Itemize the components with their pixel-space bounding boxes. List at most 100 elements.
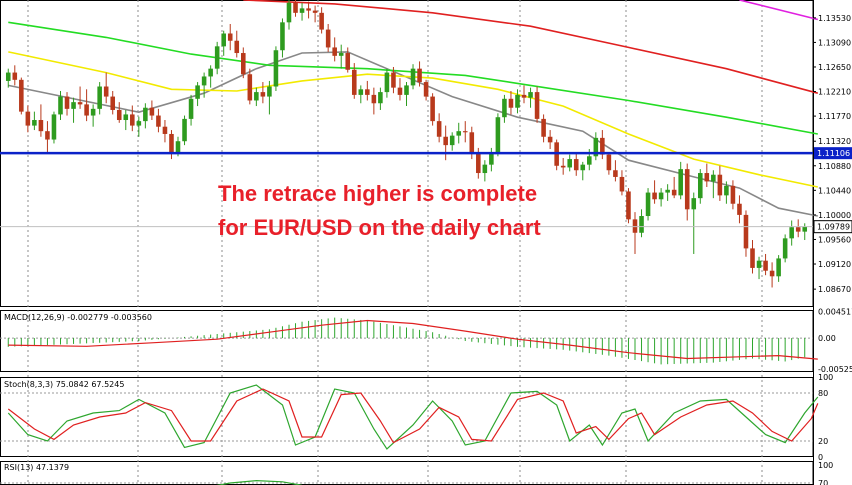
candle-body	[227, 33, 233, 41]
candle-body	[769, 270, 775, 277]
candle-body	[254, 92, 259, 101]
candle-body	[600, 137, 605, 155]
candle-body	[449, 135, 455, 146]
stoch-tick-label: 80	[818, 389, 828, 398]
candle-body	[195, 85, 200, 99]
candle-body	[19, 79, 24, 112]
candle-body	[306, 8, 311, 11]
candle-body	[404, 85, 409, 95]
stoch-tick-label: 20	[818, 437, 828, 446]
price-tick-label: 1.11770	[818, 112, 851, 121]
candle-body	[469, 132, 475, 154]
candle-body	[77, 102, 83, 105]
candle-body	[541, 118, 546, 137]
candle-body	[319, 12, 324, 30]
stochastic-title: Stoch(8,3,3) 75.0842 67.5245	[4, 380, 124, 389]
candle-body	[430, 96, 435, 122]
macd-tick-label: -0.005257	[818, 365, 852, 374]
price-tick-label: 1.09120	[818, 260, 851, 269]
candle-body	[110, 96, 116, 110]
candle-body	[750, 248, 755, 268]
rsi-title: RSI(13) 47.1379	[4, 463, 69, 472]
candle-body	[162, 126, 168, 134]
candle-body	[423, 82, 429, 97]
price-tick-label: 1.12210	[818, 88, 851, 97]
candle-body	[508, 98, 514, 108]
candle-body	[136, 121, 142, 126]
candle-body	[241, 53, 246, 75]
price-tick-label: 1.10880	[818, 162, 851, 171]
moving-average-line	[8, 21, 818, 135]
candle-body	[201, 76, 207, 86]
candle-body	[247, 74, 253, 101]
candle-body	[38, 120, 44, 132]
candle-body	[795, 227, 801, 232]
candle-body	[103, 86, 109, 97]
candle-body	[299, 8, 305, 13]
candle-body	[12, 72, 18, 80]
candle-body	[443, 136, 448, 146]
stoch-line	[7, 388, 819, 444]
candle-body	[697, 173, 703, 199]
candle-body	[84, 104, 89, 116]
candle-body	[645, 192, 651, 217]
candle-body	[678, 169, 683, 196]
candle-body	[312, 10, 318, 13]
candle-body	[214, 46, 220, 69]
candle-body	[436, 121, 442, 137]
candle-body	[737, 203, 742, 215]
candle-body	[711, 174, 716, 182]
candle-body	[5, 72, 11, 81]
candle-body	[547, 136, 553, 143]
candle-body	[51, 114, 57, 140]
candle-body	[658, 192, 664, 200]
candle-body	[489, 152, 494, 165]
moving-average-line	[8, 51, 818, 188]
candle-body	[704, 173, 710, 182]
candle-body	[743, 214, 749, 249]
candle-body	[64, 96, 70, 109]
candle-body	[763, 260, 768, 271]
candle-body	[345, 53, 351, 70]
macd-title: MACD(12,26,9) -0.002779 -0.003560	[4, 313, 152, 322]
annotation-text: The retrace higher is complete for EUR/U…	[218, 181, 541, 240]
moving-average-line	[8, 51, 818, 217]
candle-body	[286, 2, 292, 23]
candle-body	[626, 191, 631, 220]
candle-body	[613, 170, 618, 177]
candle-body	[260, 92, 266, 97]
candle-body	[378, 92, 383, 104]
support-price-tag-label: 1.11106	[817, 149, 850, 158]
candle-body	[724, 185, 729, 196]
macd-signal-line	[8, 319, 818, 360]
candle-body	[25, 111, 31, 126]
price-tick-label: 1.12650	[818, 63, 851, 72]
candle-body	[391, 72, 396, 88]
current-price-tag-label: 1.09789	[817, 223, 850, 232]
support-line	[0, 151, 813, 228]
candle-body	[90, 108, 96, 116]
price-tick-label: 1.08670	[818, 285, 851, 294]
price-tick-label: 1.13090	[818, 38, 851, 47]
candle-body	[358, 89, 364, 95]
candle-body	[567, 159, 572, 168]
candle-body	[632, 219, 638, 233]
price-tick-label: 1.10440	[818, 186, 851, 195]
candle-body	[149, 107, 155, 116]
candle-body	[502, 98, 507, 118]
price-tick-label: 1.11320	[818, 137, 851, 146]
candle-body	[691, 198, 697, 210]
candle-body	[802, 226, 808, 232]
candle-body	[462, 131, 468, 133]
candle-body	[593, 137, 599, 157]
candle-body	[639, 216, 644, 233]
candle-body	[234, 40, 240, 54]
candle-body	[534, 92, 540, 119]
candle-body	[397, 87, 403, 95]
macd-panel	[0, 317, 818, 365]
candle-body	[671, 189, 677, 196]
current-price-tag	[813, 220, 852, 234]
candle-body	[123, 114, 129, 121]
stoch-tick-label: 0	[818, 453, 823, 462]
